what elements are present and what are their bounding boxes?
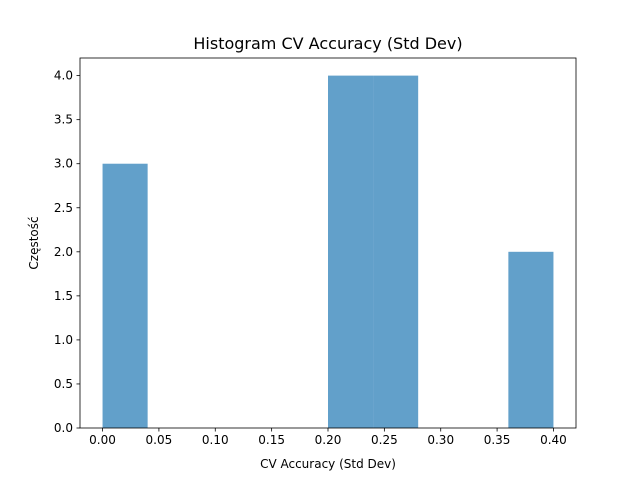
x-tick-label: 0.10 <box>202 433 229 447</box>
x-tick-label: 0.20 <box>315 433 342 447</box>
y-tick-label: 0.5 <box>54 377 73 391</box>
histogram-bar <box>508 251 554 428</box>
x-tick-label: 0.35 <box>484 433 511 447</box>
histogram-bar <box>373 75 419 428</box>
y-tick-label: 2.5 <box>54 201 73 215</box>
histogram-bar <box>102 163 148 428</box>
x-axis-label: CV Accuracy (Std Dev) <box>260 457 396 471</box>
x-tick-label: 0.40 <box>540 433 567 447</box>
x-tick-label: 0.25 <box>371 433 398 447</box>
axes-group: 0.00 0.05 0.10 0.15 0.20 0.25 0.30 0.35 0.40 0.0 0… <box>54 57 577 447</box>
y-tick-label: 1.5 <box>54 289 73 303</box>
y-axis-label: Częstość <box>27 216 41 269</box>
x-tick-label: 0.00 <box>89 433 116 447</box>
x-tick-label: 0.05 <box>146 433 173 447</box>
y-tick-label: 2.0 <box>54 245 73 259</box>
x-tick-label: 0.30 <box>427 433 454 447</box>
chart-title: Histogram CV Accuracy (Std Dev) <box>193 34 462 53</box>
y-tick-label: 4.0 <box>54 69 73 83</box>
y-tick-label: 0.0 <box>54 421 73 435</box>
y-tick-label: 1.0 <box>54 333 73 347</box>
y-tick-label: 3.5 <box>54 113 73 127</box>
x-tick-label: 0.15 <box>258 433 285 447</box>
histogram-bar <box>328 75 374 428</box>
bars-group <box>102 75 554 428</box>
y-tick-label: 3.0 <box>54 157 73 171</box>
